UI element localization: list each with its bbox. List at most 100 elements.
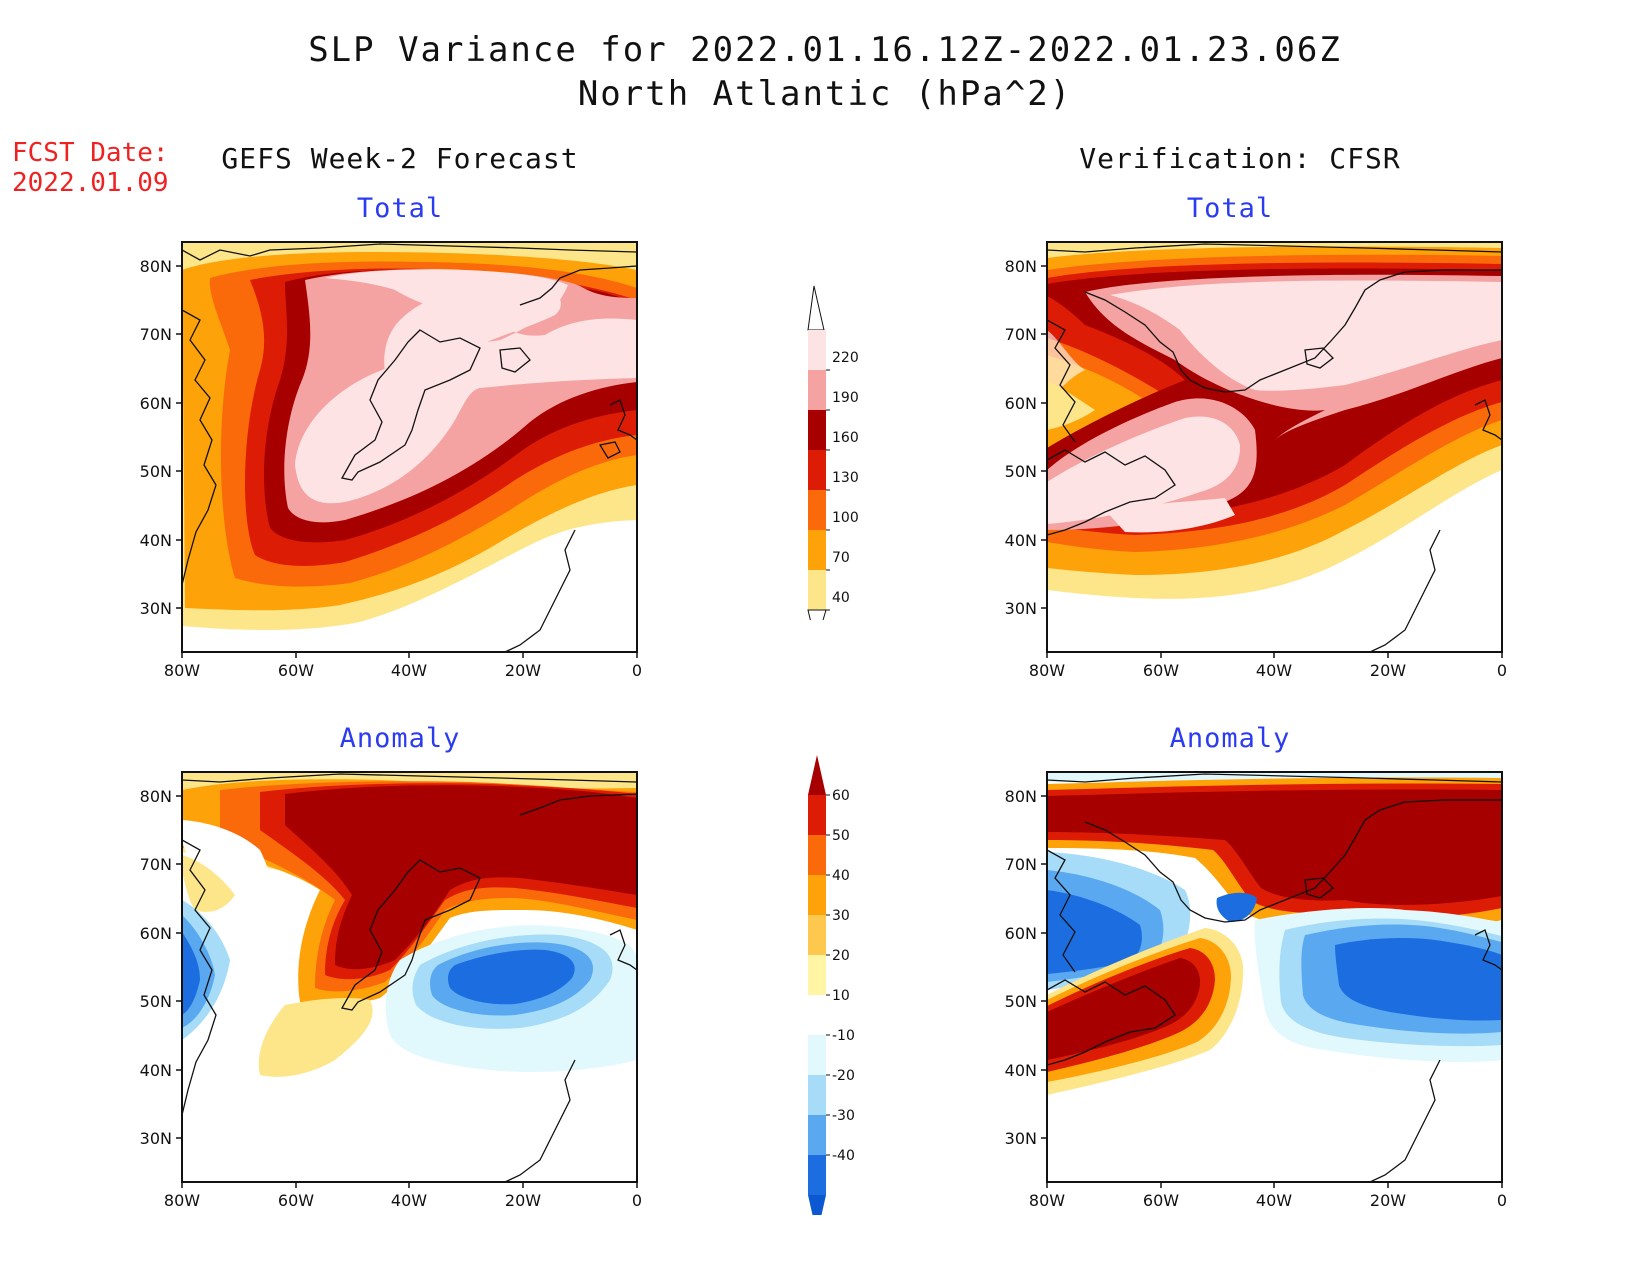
lat-tick-label: 80N	[140, 257, 172, 276]
lat-tick-label: 80N	[1005, 257, 1037, 276]
lon-tick-label: 60W	[278, 1191, 314, 1210]
colorbar-anomaly-bin	[808, 995, 826, 1035]
lon-tick-label: 40W	[1256, 1191, 1292, 1210]
lat-tick-label: 70N	[1005, 855, 1037, 874]
lat-tick-label: 60N	[140, 924, 172, 943]
lon-tick-label: 80W	[1029, 661, 1065, 680]
panel-title-forecast-total: Total	[356, 193, 444, 224]
colorbar-total-label: 220	[832, 350, 859, 366]
lat-tick-label: 60N	[140, 394, 172, 413]
lon-tick-label: 60W	[1143, 661, 1179, 680]
lat-tick-label: 40N	[140, 1061, 172, 1080]
lon-tick-label: 60W	[1143, 1191, 1179, 1210]
lat-tick-label: 40N	[140, 531, 172, 550]
colorbar-anomaly-lower-arrow	[808, 1195, 826, 1215]
colorbar-anomaly-label: -20	[832, 1068, 855, 1084]
panel-title-verification-anomaly: Anomaly	[1169, 723, 1291, 754]
lon-tick-label: 0	[1497, 661, 1507, 680]
lon-tick-label: 40W	[1256, 661, 1292, 680]
lon-tick-label: 20W	[1370, 661, 1406, 680]
colorbar-anomaly-bin	[808, 875, 826, 915]
panel-title-forecast-anomaly: Anomaly	[339, 723, 461, 754]
colorbar-total-label: 100	[832, 510, 859, 526]
colorbar-total-bin	[808, 570, 826, 610]
colorbar-anomaly: 60 50 40 30 20 10 -10 -20 -30 -40	[808, 755, 855, 1215]
colorbar-total: 220 190 160 130 100 70 40	[807, 285, 859, 620]
lat-tick-label: 70N	[140, 855, 172, 874]
colorbar-anomaly-label: 50	[832, 828, 850, 844]
verification-total-lon-axis: 80W 60W 40W 20W 0	[1029, 652, 1507, 680]
forecast-total-map: 80N 70N 60N 50N 40N 30N 80W 60W 40W 20W 0	[140, 241, 642, 680]
colorbar-anomaly-label: 40	[832, 868, 850, 884]
lat-tick-label: 40N	[1005, 1061, 1037, 1080]
lon-tick-label: 60W	[278, 661, 314, 680]
colorbar-anomaly-label: 20	[832, 948, 850, 964]
forecast-total-band-220	[295, 269, 637, 504]
forecast-anomaly-lat-axis: 80N 70N 60N 50N 40N 30N	[140, 787, 182, 1148]
colorbar-anomaly-upper-arrow	[808, 755, 826, 795]
colorbar-anomaly-label: 30	[832, 908, 850, 924]
lon-tick-label: 80W	[1029, 1191, 1065, 1210]
colorbar-total-bin	[808, 330, 826, 370]
fcst-label: FCST Date:	[12, 138, 169, 168]
lon-tick-label: 20W	[1370, 1191, 1406, 1210]
verification-total-coastlines	[1047, 243, 1502, 652]
lat-tick-label: 30N	[140, 599, 172, 618]
forecast-anomaly-map: 80N 70N 60N 50N 40N 30N 80W 60W 40W 20W 0	[140, 771, 642, 1210]
lon-tick-label: 0	[1497, 1191, 1507, 1210]
colorbar-total-bin	[808, 530, 826, 570]
verification-anomaly-map: 80N 70N 60N 50N 40N 30N 80W 60W 40W 20W 0	[1005, 771, 1507, 1210]
lon-tick-label: 0	[632, 661, 642, 680]
left-column-title: GEFS Week-2 Forecast	[221, 142, 579, 175]
verification-total-map: 80N 70N 60N 50N 40N 30N 80W 60W 40W 20W 0	[1005, 241, 1507, 680]
colorbar-anomaly-bin	[808, 795, 826, 835]
lon-tick-label: 80W	[164, 661, 200, 680]
colorbar-total-label: 70	[832, 550, 850, 566]
forecast-total-lat-axis: 80N 70N 60N 50N 40N 30N	[140, 257, 182, 618]
colorbar-total-bin	[808, 370, 826, 410]
colorbar-anomaly-bin	[808, 915, 826, 955]
lat-tick-label: 30N	[1005, 599, 1037, 618]
colorbar-anomaly-label: 10	[832, 988, 850, 1004]
lat-tick-label: 50N	[1005, 992, 1037, 1011]
lon-tick-label: 0	[632, 1191, 642, 1210]
lon-tick-label: 40W	[391, 661, 427, 680]
colorbar-anomaly-label: 60	[832, 788, 850, 804]
colorbar-anomaly-bin	[808, 1075, 826, 1115]
lat-tick-label: 50N	[140, 992, 172, 1011]
lon-tick-label: 40W	[391, 1191, 427, 1210]
verification-total-lat-axis: 80N 70N 60N 50N 40N 30N	[1005, 257, 1047, 618]
lat-tick-label: 80N	[1005, 787, 1037, 806]
fcst-date: 2022.01.09	[12, 168, 169, 198]
verification-anomaly-lon-axis: 80W 60W 40W 20W 0	[1029, 1182, 1507, 1210]
colorbar-total-label: 130	[832, 470, 859, 486]
colorbar-anomaly-bin	[808, 1035, 826, 1075]
panel-title-verification-total: Total	[1186, 193, 1274, 224]
lat-tick-label: 60N	[1005, 394, 1037, 413]
verification-anomaly-lat-axis: 80N 70N 60N 50N 40N 30N	[1005, 787, 1047, 1148]
lat-tick-label: 70N	[140, 325, 172, 344]
forecast-anomaly-lon-axis: 80W 60W 40W 20W 0	[164, 1182, 642, 1210]
colorbar-total-bin	[808, 490, 826, 530]
lat-tick-label: 50N	[140, 462, 172, 481]
forecast-total-coastlines	[182, 243, 637, 652]
colorbar-anomaly-label: -10	[832, 1028, 855, 1044]
lat-tick-label: 50N	[1005, 462, 1037, 481]
colorbar-total-bin	[808, 410, 826, 450]
colorbar-anomaly-bin	[808, 955, 826, 995]
main-title: SLP Variance for 2022.01.16.12Z-2022.01.…	[308, 30, 1342, 70]
verification-anomaly-coastlines	[1047, 773, 1502, 1182]
colorbar-anomaly-label: -40	[832, 1148, 855, 1164]
lon-tick-label: 20W	[505, 1191, 541, 1210]
lat-tick-label: 70N	[1005, 325, 1037, 344]
colorbar-anomaly-bin	[808, 1115, 826, 1155]
lon-tick-label: 80W	[164, 1191, 200, 1210]
main-subtitle: North Atlantic (hPa^2)	[577, 74, 1073, 114]
colorbar-anomaly-bin	[808, 1155, 826, 1195]
lat-tick-label: 30N	[1005, 1129, 1037, 1148]
right-column-title: Verification: CFSR	[1079, 142, 1401, 175]
lat-tick-label: 30N	[140, 1129, 172, 1148]
colorbar-total-label: 190	[832, 390, 859, 406]
lon-tick-label: 20W	[505, 661, 541, 680]
lat-tick-label: 60N	[1005, 924, 1037, 943]
